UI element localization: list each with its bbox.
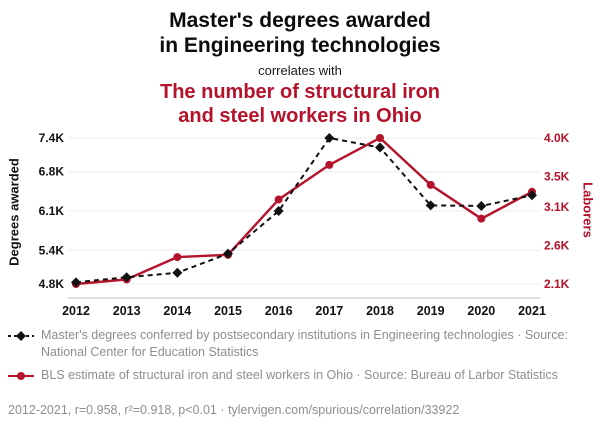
x-tick-label: 2014 bbox=[163, 304, 191, 318]
x-tick-label: 2020 bbox=[467, 304, 495, 318]
diamond-marker bbox=[324, 133, 335, 143]
right-tick-label: 2.6K bbox=[544, 239, 570, 253]
x-tick-label: 2013 bbox=[113, 304, 141, 318]
x-tick-label: 2021 bbox=[518, 304, 546, 318]
left-tick-label: 4.8K bbox=[39, 277, 65, 291]
legend-item-laborers: BLS estimate of structural iron and stee… bbox=[8, 367, 594, 384]
left-tick-label: 7.4K bbox=[39, 131, 65, 145]
left-tick-label: 5.4K bbox=[39, 243, 65, 257]
diamond-marker bbox=[172, 267, 183, 278]
circle-marker bbox=[325, 160, 334, 169]
right-tick-label: 4.0K bbox=[544, 131, 570, 145]
circle-marker bbox=[173, 253, 182, 262]
legend-item-degrees: Master's degrees conferred by postsecond… bbox=[8, 327, 594, 360]
circle-marker bbox=[274, 195, 283, 204]
right-tick-label: 3.1K bbox=[544, 200, 570, 214]
circle-line-marker-icon bbox=[8, 372, 34, 380]
correlation-line-chart: 4.8K 5.4K 6.1K 6.8K 7.4K 2.1K 2.6K 3.1K 3.5K 4.0K… bbox=[39, 131, 570, 318]
diamond-marker bbox=[476, 200, 487, 211]
legend: Master's degrees conferred by postsecond… bbox=[8, 327, 594, 384]
x-tick-label: 2012 bbox=[62, 304, 90, 318]
legend-item-label: Master's degrees conferred by postsecond… bbox=[41, 328, 568, 359]
stats-citation: 2012-2021, r=0.958, r²=0.918, p<0.01 · t… bbox=[8, 403, 460, 417]
secondary-title: The number of structural iron and steel … bbox=[159, 81, 441, 127]
x-tick-label: 2015 bbox=[214, 304, 242, 318]
diamond-marker bbox=[121, 272, 132, 283]
left-tick-label: 6.1K bbox=[39, 204, 65, 218]
left-tick-label: 6.8K bbox=[39, 165, 65, 179]
chart-header: Master's degrees awarded in Engineering … bbox=[0, 8, 600, 129]
x-tick-label: 2016 bbox=[265, 304, 293, 318]
circle-marker bbox=[376, 134, 384, 142]
series-line bbox=[75, 136, 533, 284]
right-tick-label: 3.5K bbox=[544, 169, 570, 183]
circle-marker bbox=[426, 180, 435, 189]
x-tick-label: 2017 bbox=[315, 304, 343, 318]
circle-marker bbox=[477, 214, 486, 223]
diamond-dashed-marker-icon bbox=[8, 331, 34, 341]
correlates-with-label: correlates with bbox=[258, 63, 342, 79]
diamond-marker bbox=[375, 142, 385, 153]
x-tick-label: 2018 bbox=[366, 304, 394, 318]
diamond-marker bbox=[273, 206, 284, 216]
diamond-marker bbox=[223, 248, 233, 259]
diamond-marker bbox=[71, 277, 81, 288]
legend-item-label: BLS estimate of structural iron and stee… bbox=[41, 368, 558, 382]
page-title: Master's degrees awarded in Engineering … bbox=[159, 9, 441, 58]
x-tick-label: 2019 bbox=[417, 304, 445, 318]
diamond-marker bbox=[527, 190, 537, 201]
right-tick-label: 2.1K bbox=[544, 277, 570, 291]
diamond-marker bbox=[425, 200, 436, 211]
series-line bbox=[75, 136, 533, 286]
